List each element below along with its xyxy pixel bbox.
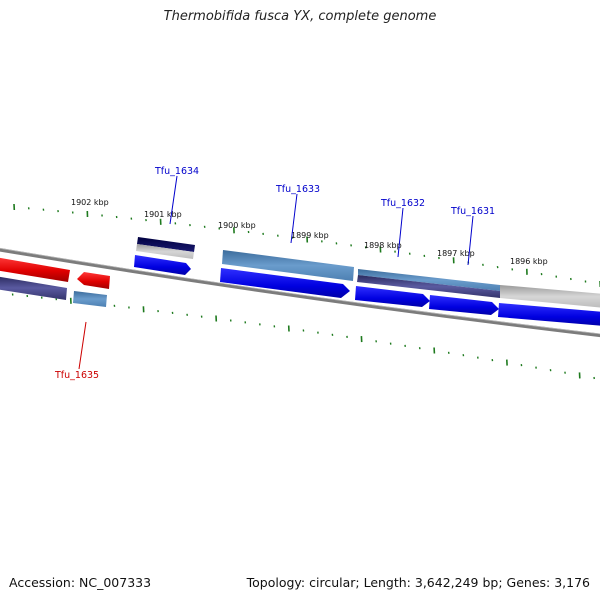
backbone-arc xyxy=(0,248,600,338)
kbp-label-1900: 1900 kbp xyxy=(218,221,256,230)
kbp-label-1902: 1902 kbp xyxy=(71,198,109,207)
cds-navy-1634[interactable] xyxy=(137,237,195,252)
backbone-highlight xyxy=(0,247,600,335)
map-title: Thermobifida fusca YX, complete genome xyxy=(163,9,437,24)
accession-text: Accession: NC_007333 xyxy=(9,575,152,590)
gene-tfu1631[interactable] xyxy=(429,295,499,315)
topology-text: Topology: circular; Length: 3,642,249 bp… xyxy=(246,575,590,590)
cds-steel-1633[interactable] xyxy=(222,250,354,281)
cds-purple-left[interactable] xyxy=(0,276,67,300)
kbp-label-1896: 1896 kbp xyxy=(510,257,548,266)
gene-label-tfu1632[interactable]: Tfu_1632 xyxy=(380,198,425,209)
gene-tfu1633[interactable] xyxy=(220,268,350,298)
cds-gray-1634[interactable] xyxy=(136,244,194,259)
gene-tfu1634[interactable] xyxy=(134,255,191,275)
leader-tfu1631 xyxy=(467,215,474,266)
gene-label-tfu1631[interactable]: Tfu_1631 xyxy=(450,206,495,217)
gene-tfu1632[interactable] xyxy=(355,286,430,307)
upper-scale-ticks xyxy=(13,203,600,288)
gene-label-tfu1633[interactable]: Tfu_1633 xyxy=(275,184,320,195)
leader-tfu1632 xyxy=(397,207,404,258)
cds-steel-left[interactable] xyxy=(73,291,107,307)
gene-red-left-top[interactable] xyxy=(0,257,70,282)
kbp-label-1898: 1898 kbp xyxy=(364,241,402,250)
kbp-label-1901: 1901 kbp xyxy=(144,210,182,219)
kbp-label-1899: 1899 kbp xyxy=(291,231,329,240)
cds-steel-1632[interactable] xyxy=(358,269,500,291)
gene-label-tfu1635[interactable]: Tfu_1635 xyxy=(54,370,99,381)
gene-tfu1635[interactable] xyxy=(77,272,110,289)
gene-label-tfu1634[interactable]: Tfu_1634 xyxy=(154,166,199,177)
kbp-label-1897: 1897 kbp xyxy=(437,249,475,258)
leader-tfu1634 xyxy=(169,175,178,225)
leader-tfu1633 xyxy=(290,193,298,244)
cds-gray-right[interactable] xyxy=(500,285,600,308)
gene-blue-right[interactable] xyxy=(498,303,600,326)
leader-tfu1635 xyxy=(78,321,87,370)
cds-purple-1632[interactable] xyxy=(357,275,500,298)
